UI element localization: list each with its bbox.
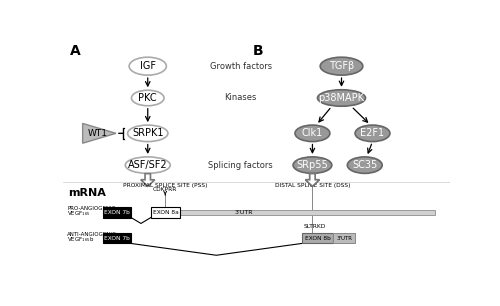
Text: EXON 8b: EXON 8b (304, 236, 330, 241)
Text: IGF: IGF (140, 61, 156, 71)
Text: SRp55: SRp55 (296, 160, 328, 170)
Ellipse shape (348, 157, 382, 174)
Ellipse shape (126, 157, 170, 174)
Text: B: B (252, 44, 263, 58)
Text: EXON 8a: EXON 8a (152, 210, 178, 215)
Text: 3'UTR: 3'UTR (336, 236, 352, 241)
Ellipse shape (132, 90, 164, 106)
Text: WT1: WT1 (88, 129, 108, 138)
Polygon shape (82, 123, 116, 143)
FancyBboxPatch shape (103, 233, 131, 244)
Polygon shape (141, 174, 154, 186)
Text: Clk1: Clk1 (302, 128, 323, 138)
Text: EXON 7b: EXON 7b (104, 210, 130, 215)
Ellipse shape (295, 125, 330, 142)
Text: EXON 7b: EXON 7b (104, 236, 130, 241)
Text: 3'UTR: 3'UTR (234, 210, 253, 215)
Text: E2F1: E2F1 (360, 128, 384, 138)
Text: p38MAPK: p38MAPK (318, 93, 364, 103)
Text: SLTRKD: SLTRKD (303, 225, 326, 230)
FancyBboxPatch shape (334, 233, 355, 244)
Text: TGFβ: TGFβ (329, 61, 354, 71)
FancyBboxPatch shape (180, 210, 434, 215)
Ellipse shape (293, 157, 332, 174)
Text: PROXIMAL SPLICE SITE (PSS): PROXIMAL SPLICE SITE (PSS) (123, 182, 208, 188)
Text: SC35: SC35 (352, 160, 378, 170)
FancyBboxPatch shape (151, 207, 180, 218)
Ellipse shape (128, 125, 168, 142)
Text: PKC: PKC (138, 93, 157, 103)
Polygon shape (306, 174, 320, 186)
Text: SRPK1: SRPK1 (132, 128, 164, 138)
Polygon shape (306, 174, 320, 186)
Text: A: A (70, 44, 81, 58)
Text: VEGF$_{165}$: VEGF$_{165}$ (67, 209, 91, 218)
FancyBboxPatch shape (302, 233, 334, 244)
Text: CDKPRR: CDKPRR (153, 187, 178, 192)
Text: DISTAL SPLICE SITE (DSS): DISTAL SPLICE SITE (DSS) (274, 182, 350, 188)
Text: ANTI-ANGIOGENIC: ANTI-ANGIOGENIC (67, 232, 117, 237)
Ellipse shape (355, 125, 390, 142)
Ellipse shape (129, 57, 166, 75)
FancyBboxPatch shape (103, 207, 131, 218)
Text: ASF/SF2: ASF/SF2 (128, 160, 168, 170)
Ellipse shape (318, 90, 366, 106)
Text: PRO-ANGIOGENIC: PRO-ANGIOGENIC (67, 206, 116, 211)
Text: Splicing factors: Splicing factors (208, 161, 273, 170)
Ellipse shape (320, 57, 363, 75)
Text: Kinases: Kinases (224, 93, 257, 103)
Text: mRNA: mRNA (68, 188, 106, 198)
Text: VEGF$_{165}$b: VEGF$_{165}$b (67, 235, 94, 244)
Text: Growth factors: Growth factors (210, 62, 272, 71)
